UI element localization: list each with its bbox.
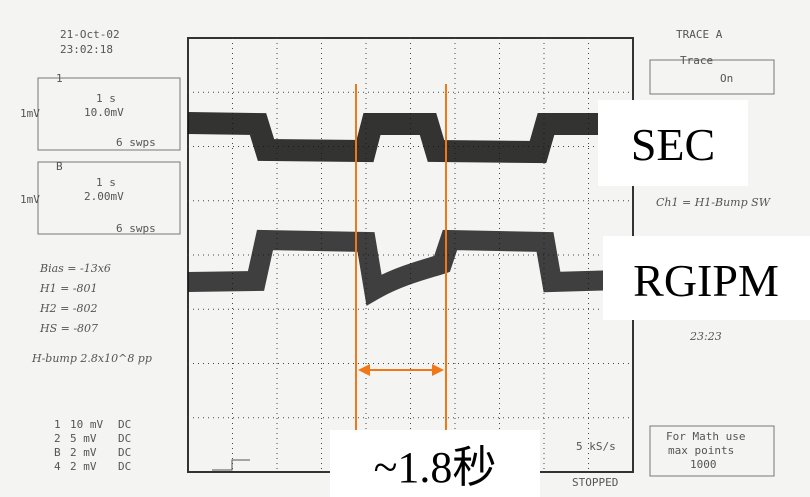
channel-entry: 10 mV [70, 418, 103, 431]
trace-state: On [720, 72, 733, 85]
rgipm-trace [187, 229, 621, 306]
channel-entry: 1 [54, 418, 61, 431]
channel-entry: 5 mV [70, 432, 97, 445]
channel-entry: 2 [54, 432, 61, 445]
channel-list: 1 10 mV DC 2 5 mV DC B 2 mV DC 4 2 mV DC [54, 418, 131, 473]
sample-rate: 5 kS/s [576, 440, 616, 453]
label-box [598, 100, 748, 186]
channel-entry: 2 mV [70, 446, 97, 459]
right-note: Ch1 = H1-Bump SW [656, 196, 772, 209]
note: H2 = -802 [39, 302, 98, 315]
sec-trace [187, 112, 632, 164]
trace-title: TRACE A [676, 28, 723, 41]
channel-sweeps: 6 swps [116, 222, 156, 235]
channel-sweeps: 6 swps [116, 136, 156, 149]
label-box [603, 236, 810, 320]
channel-entry: DC [118, 432, 131, 445]
status: STOPPED [572, 476, 618, 489]
math-note: 1000 [690, 458, 717, 471]
right-note: 23:23 [689, 330, 722, 343]
channel-scale: 1mV [20, 193, 40, 206]
time: 23:02:18 [60, 43, 113, 56]
sec-label: SEC [631, 119, 715, 170]
trigger-icon [212, 459, 250, 471]
channel-scale: 1mV [20, 107, 40, 120]
trace-label: Trace [680, 54, 713, 67]
note: H-bump 2.8x10^8 pp [31, 352, 152, 365]
date: 21-Oct-02 [60, 28, 120, 41]
note: H1 = -801 [39, 282, 98, 295]
label-box [330, 430, 540, 497]
math-box [649, 425, 775, 477]
channel-number: 1 [56, 72, 63, 85]
math-note: For Math use [666, 430, 745, 443]
trace-box [649, 59, 775, 95]
handwritten-notes: Bias = -13x6 H1 = -801 H2 = -802 HS = -807 H… [31, 262, 152, 365]
rgipm-label: RGIPM [633, 255, 779, 306]
channel-entry: DC [118, 460, 131, 473]
note: HS = -807 [39, 322, 98, 335]
channel-box [37, 161, 181, 235]
channel-box [37, 77, 181, 151]
channel-entry: 2 mV [70, 460, 97, 473]
channel-volts: 10.0mV [84, 106, 124, 119]
channel-entry: DC [118, 418, 131, 431]
note: Bias = -13x6 [39, 262, 111, 275]
channel-entry: DC [118, 446, 131, 459]
channel-entry: 4 [54, 460, 61, 473]
channel-time: 1 s [96, 176, 116, 189]
channel-time: 1 s [96, 92, 116, 105]
channel-number: B [56, 160, 63, 173]
math-note: max points [668, 444, 734, 457]
channel-volts: 2.00mV [84, 190, 124, 203]
channel-entry: B [54, 446, 61, 459]
period-label: ~1.8秒 [374, 443, 497, 492]
